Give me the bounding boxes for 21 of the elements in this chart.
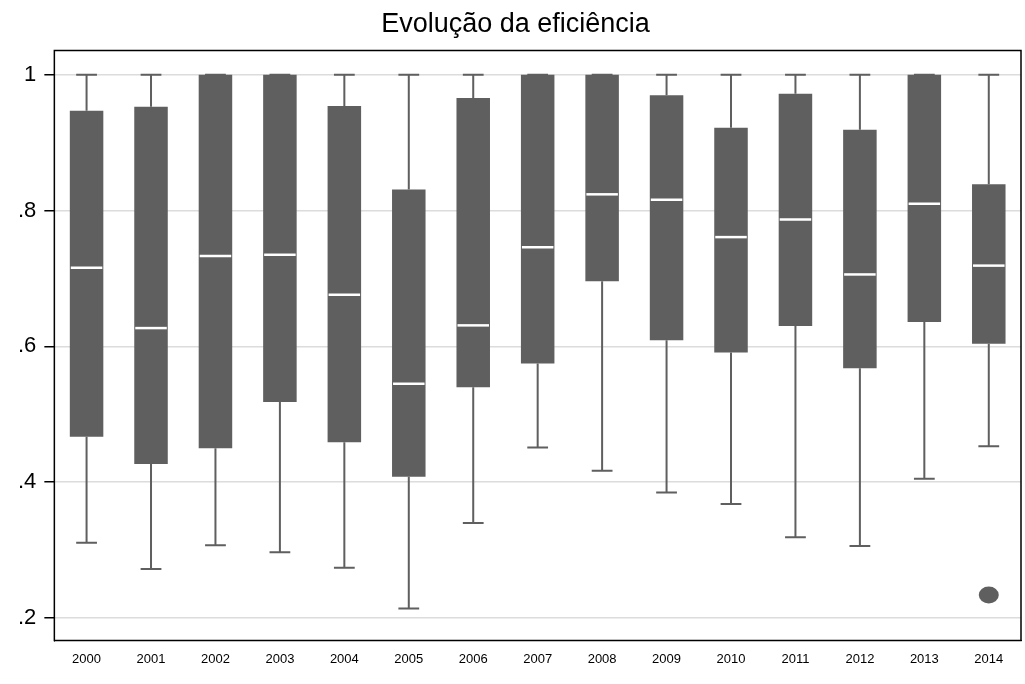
x-tick-label: 2002 bbox=[201, 650, 230, 666]
x-tick-label: 2014 bbox=[974, 650, 1004, 666]
y-tick-label: .4 bbox=[17, 468, 37, 494]
x-tick-label: 2007 bbox=[523, 650, 553, 666]
y-tick-label: .6 bbox=[17, 332, 37, 358]
x-tick-label: 2011 bbox=[781, 650, 810, 666]
x-tick-label: 2010 bbox=[716, 650, 746, 666]
x-tick-label: 2003 bbox=[265, 650, 295, 666]
x-tick-label: 2008 bbox=[587, 650, 617, 666]
chart-title: Evolução da eficiência bbox=[381, 7, 651, 38]
x-tick-label: 2009 bbox=[652, 650, 682, 666]
x-tick-label: 2006 bbox=[458, 650, 488, 666]
y-tick-label: .2 bbox=[17, 604, 37, 630]
x-tick-label: 2013 bbox=[909, 650, 939, 666]
y-tick-label: .8 bbox=[17, 196, 37, 222]
x-tick-label: 2000 bbox=[72, 650, 102, 666]
x-tick-label: 2012 bbox=[845, 650, 875, 666]
x-tick-label: 2005 bbox=[394, 650, 424, 666]
x-tick-label: 2004 bbox=[329, 650, 359, 666]
x-tick-label: 2001 bbox=[136, 650, 166, 666]
y-tick-label: 1 bbox=[24, 60, 37, 86]
